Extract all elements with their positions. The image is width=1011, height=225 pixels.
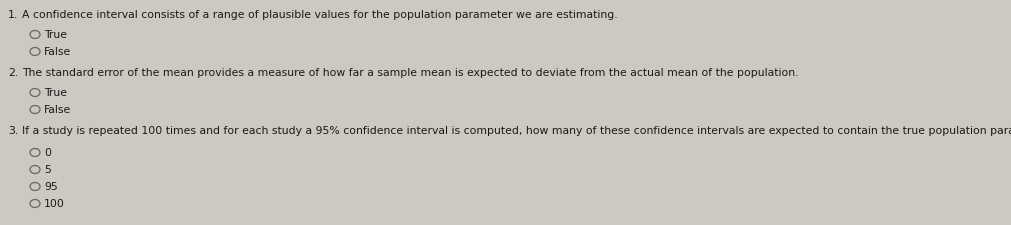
Text: 95: 95 xyxy=(44,181,58,191)
Text: 0: 0 xyxy=(44,147,51,157)
Text: False: False xyxy=(44,105,71,115)
Text: False: False xyxy=(44,47,71,57)
Text: 5: 5 xyxy=(44,164,51,174)
Text: 2.: 2. xyxy=(8,68,18,78)
Text: If a study is repeated 100 times and for each study a 95% confidence interval is: If a study is repeated 100 times and for… xyxy=(22,126,1011,135)
Text: The standard error of the mean provides a measure of how far a sample mean is ex: The standard error of the mean provides … xyxy=(22,68,799,78)
Text: A confidence interval consists of a range of plausible values for the population: A confidence interval consists of a rang… xyxy=(22,10,618,20)
Text: True: True xyxy=(44,88,67,98)
Text: 100: 100 xyxy=(44,198,65,208)
Text: 3.: 3. xyxy=(8,126,18,135)
Text: True: True xyxy=(44,30,67,40)
Text: 1.: 1. xyxy=(8,10,18,20)
